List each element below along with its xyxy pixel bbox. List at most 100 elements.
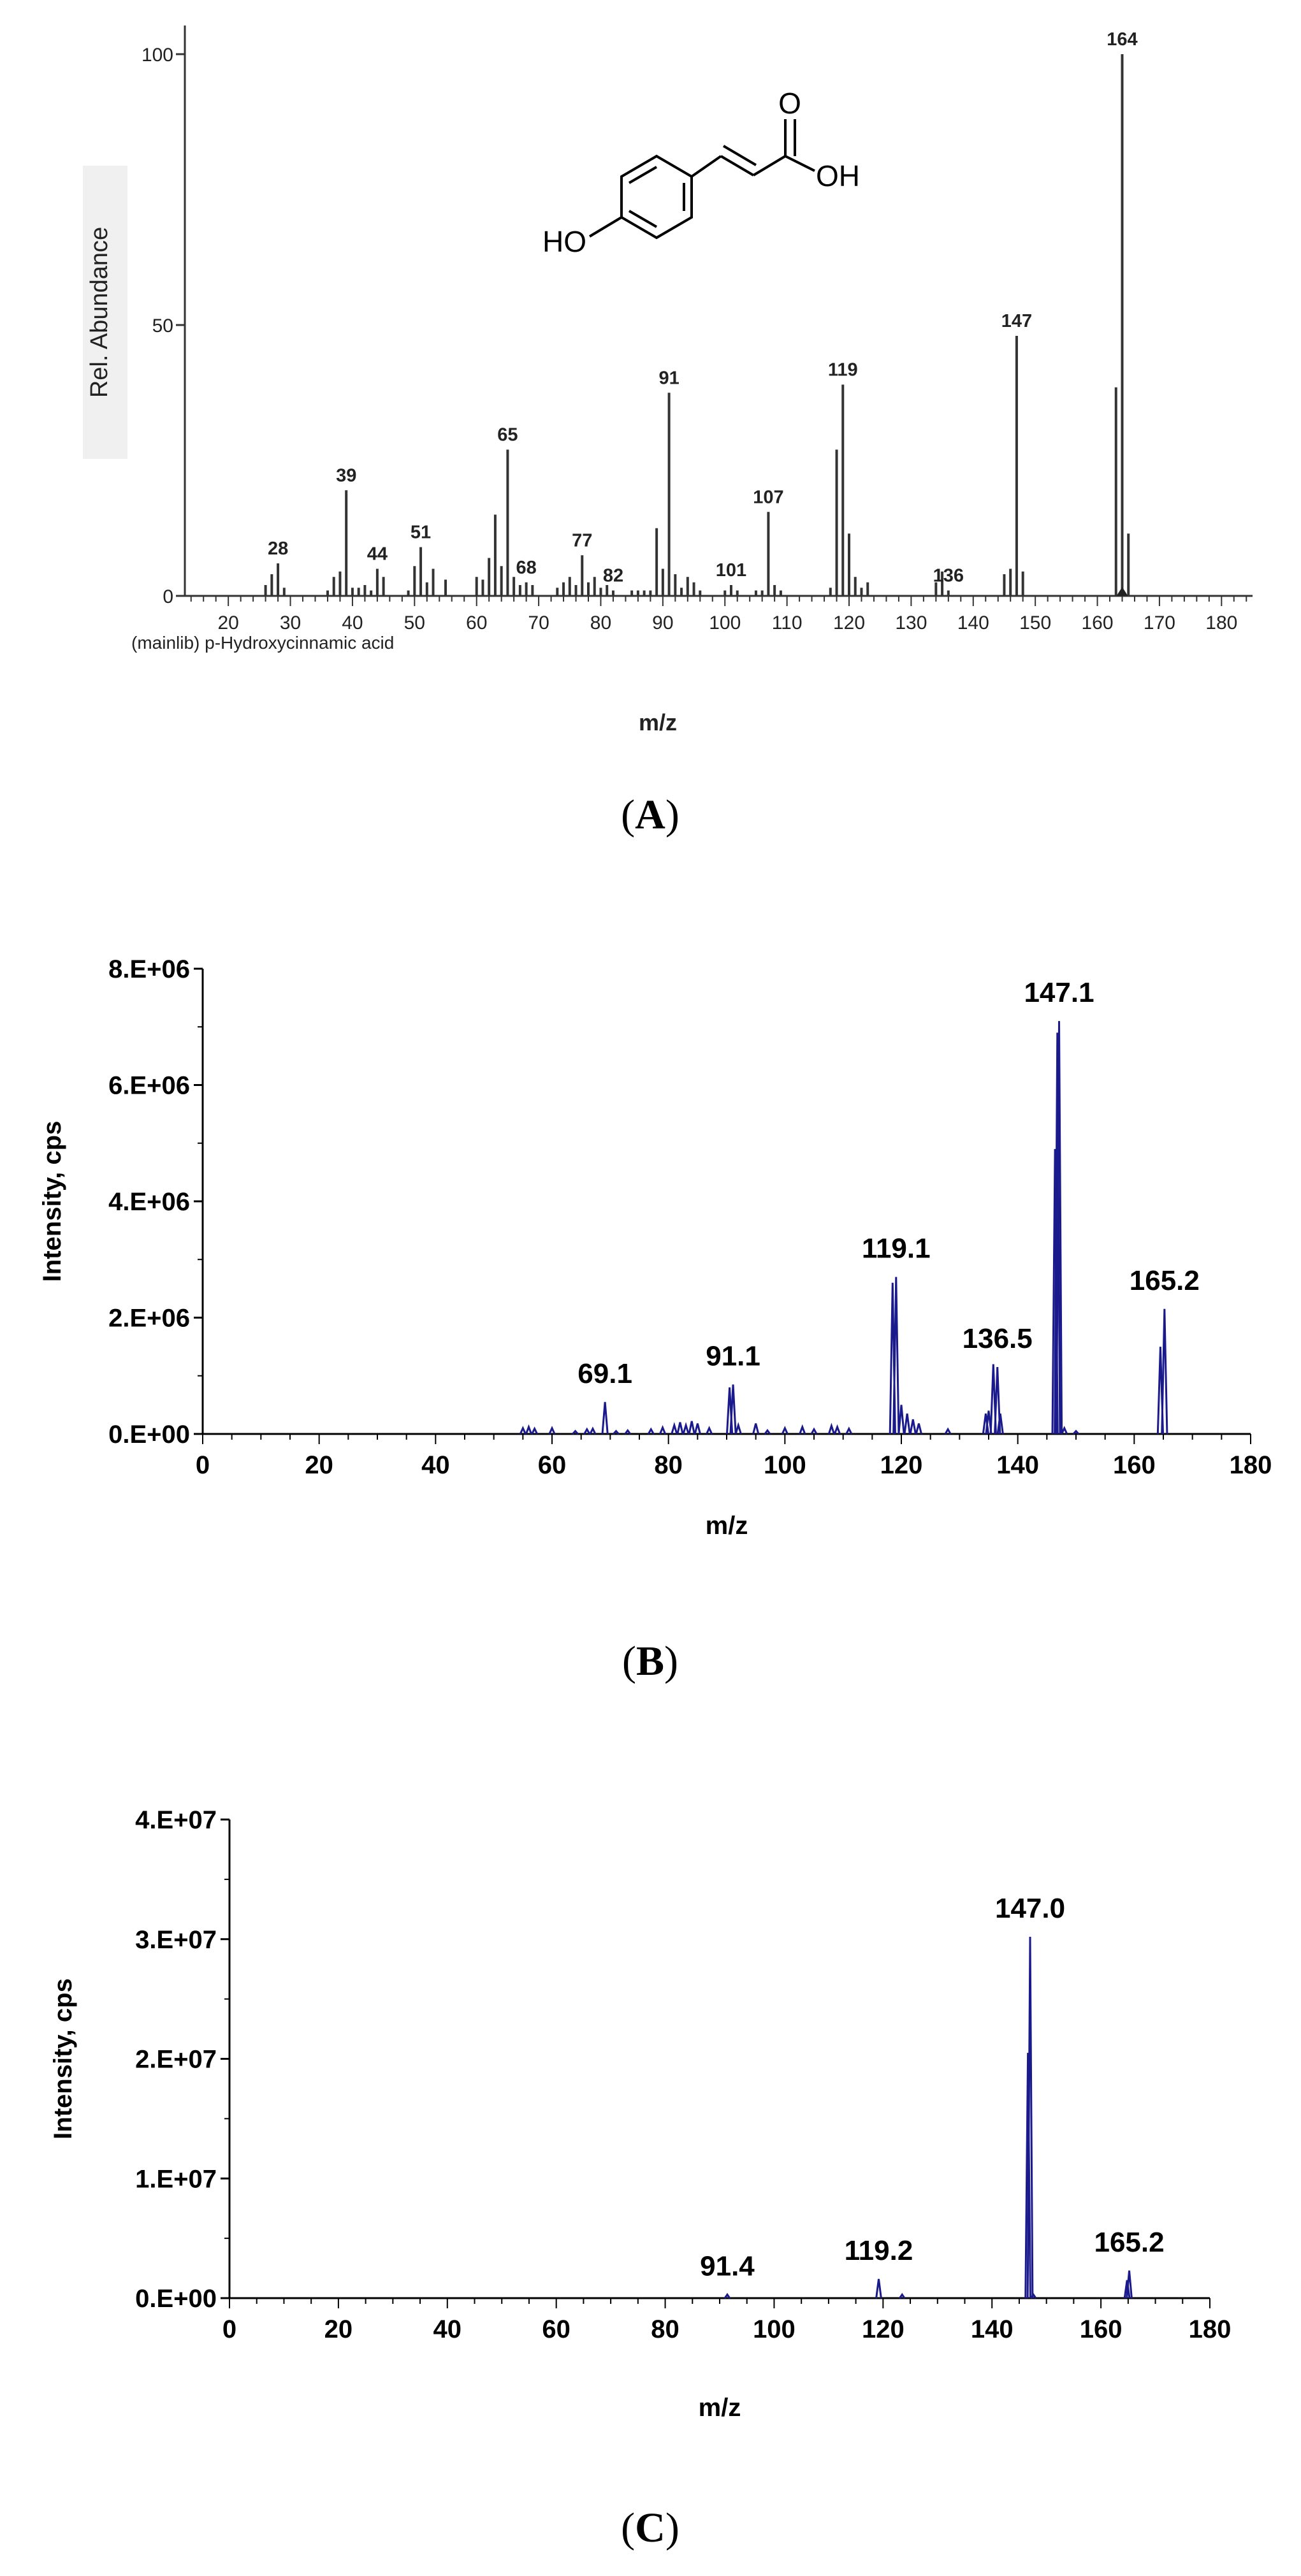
y-tick-label: 1.E+07 [135,2165,217,2193]
x-tick-label: 180 [1189,2315,1232,2343]
spectrum-peak [525,1424,532,1435]
ylabel-box [83,166,127,459]
spectrum-peak [892,1277,900,1435]
spectrum-peak [729,1384,737,1435]
x-tick-label: 20 [324,2315,353,2343]
spectrum-peak [548,1426,556,1435]
panel-label-c: (C) [621,2505,680,2551]
y-tick-label: 8.E+06 [108,955,190,983]
spectrum-peak [875,2278,882,2299]
x-tick-label: 130 [895,612,927,633]
y-tick-label: 2.E+06 [108,1305,190,1333]
x-tick-label: 50 [404,612,425,633]
peak-label: 165.2 [1130,1265,1200,1296]
x-axis-label: m/z [699,2394,741,2422]
spectrum-peak [764,1429,771,1435]
chart-b-ms-spectrum: 0.E+00 2.E+06 4.E+06 6.E+06 8.E+06 0 20 40 60 80 1… [38,955,1272,1540]
x-tick-label: 140 [971,2315,1014,2343]
chart-c-ms-spectrum: 0.E+00 1.E+07 2.E+07 3.E+07 4.E+07 0 20 40 60 80 1… [49,1806,1231,2422]
peak-label: 147 [1001,311,1032,331]
x-tick-label: 0 [222,2315,236,2343]
panel-label-a: (A) [621,792,680,838]
y-tick-label: 3.E+07 [135,1926,217,1954]
spectrum-peak [671,1422,678,1435]
peak-label: 91.1 [706,1340,760,1371]
peak-label: 44 [367,544,388,565]
x-tick-label: 30 [280,612,301,633]
x-tick-label: 20 [217,612,238,633]
x-tick-label: 100 [709,612,741,633]
oxygen-label: O [778,87,801,120]
peak-label: 119.2 [845,2235,913,2266]
x-axis-label: m/z [706,1512,748,1540]
spectrum-peak [1161,1308,1168,1435]
x-tick-label: 110 [772,612,803,633]
y-tick-label: 4.E+06 [108,1188,190,1216]
y-axis-label: Intensity, cps [49,1978,77,2139]
peak-label: 119.1 [862,1233,931,1264]
chemical-structure-p-hydroxycinnamic-acid: O OH HO [542,87,860,258]
peak-label: 119 [828,360,858,380]
spectrum-peak [752,1423,760,1435]
chain-bond [690,155,722,178]
alkene-double-line [722,145,757,166]
spectrum-peak [624,1429,632,1435]
peak-label: 69.1 [578,1358,632,1389]
spectrum-peak [1054,1032,1061,1435]
peak-label: 136 [933,566,964,586]
spectrum-peak [827,1422,835,1435]
x-tick-label: 80 [654,1451,683,1479]
spectrum-peak [688,1421,695,1435]
spectrum-peak [601,1401,609,1435]
spectrum-peak [706,1426,713,1435]
peak-label: 91.4 [700,2250,755,2282]
spectrum-peak [899,2292,906,2299]
spectrum-peak [845,1426,853,1435]
spectrum-peak [613,1429,620,1435]
chart-a-nist-spectrum: Rel. Abundance 0 50 100 20 30 40 50 60 70 80 90 100 1… [83,25,1253,735]
peak-label: 91 [658,368,679,388]
x-tick-label: 120 [833,612,865,633]
spectrum-peak [799,1424,806,1435]
aromatic-double-bond [628,166,658,184]
y-tick-label: 6.E+06 [108,1072,190,1100]
y-axis-label: Rel. Abundance [86,227,113,398]
x-tick-label: 80 [651,2315,680,2343]
spectrum-peak [659,1425,667,1435]
spectrum-peak [909,1419,917,1435]
phenol-bond [588,216,623,238]
x-tick-label: 100 [764,1451,806,1479]
x-tick-label: 0 [196,1451,210,1479]
spectrum-peak [734,1422,742,1435]
spectrum-peak [1072,1429,1080,1435]
spectrum-peak [1024,2053,1031,2299]
x-tick-label: 60 [538,1451,567,1479]
x-tick-label: 180 [1205,612,1237,633]
chain-bond [752,155,787,177]
spectrum-peak [647,1427,655,1435]
spectrum-peak [1126,2270,1133,2299]
spectrum-peak [682,1422,690,1435]
x-tick-label: 160 [1113,1451,1156,1479]
spectrum-peak [781,1426,789,1435]
peak-label: 164 [1107,29,1137,50]
x-tick-label: 40 [342,612,363,633]
spectrum-peak [810,1427,818,1435]
peak-label: 28 [268,539,288,559]
x-tick-label: 160 [1082,612,1114,633]
spectrum-peak [572,1429,579,1435]
x-tick-label: 140 [957,612,989,633]
spectrum-peak [1030,2292,1037,2299]
x-axis-label: m/z [639,709,677,735]
x-tick-label: 60 [466,612,487,633]
spectrum-peak [694,1423,701,1435]
y-tick-label: 4.E+07 [135,1806,217,1834]
spectrum-peak [1123,2280,1131,2299]
peak-label: 147.1 [1024,977,1094,1008]
spectrum-peak [583,1427,591,1435]
y-tick-label: 0 [163,586,173,607]
x-tick-label: 70 [528,612,549,633]
y-tick-label: 0.E+00 [135,2285,217,2313]
panel-label-b: (B) [622,1638,678,1684]
